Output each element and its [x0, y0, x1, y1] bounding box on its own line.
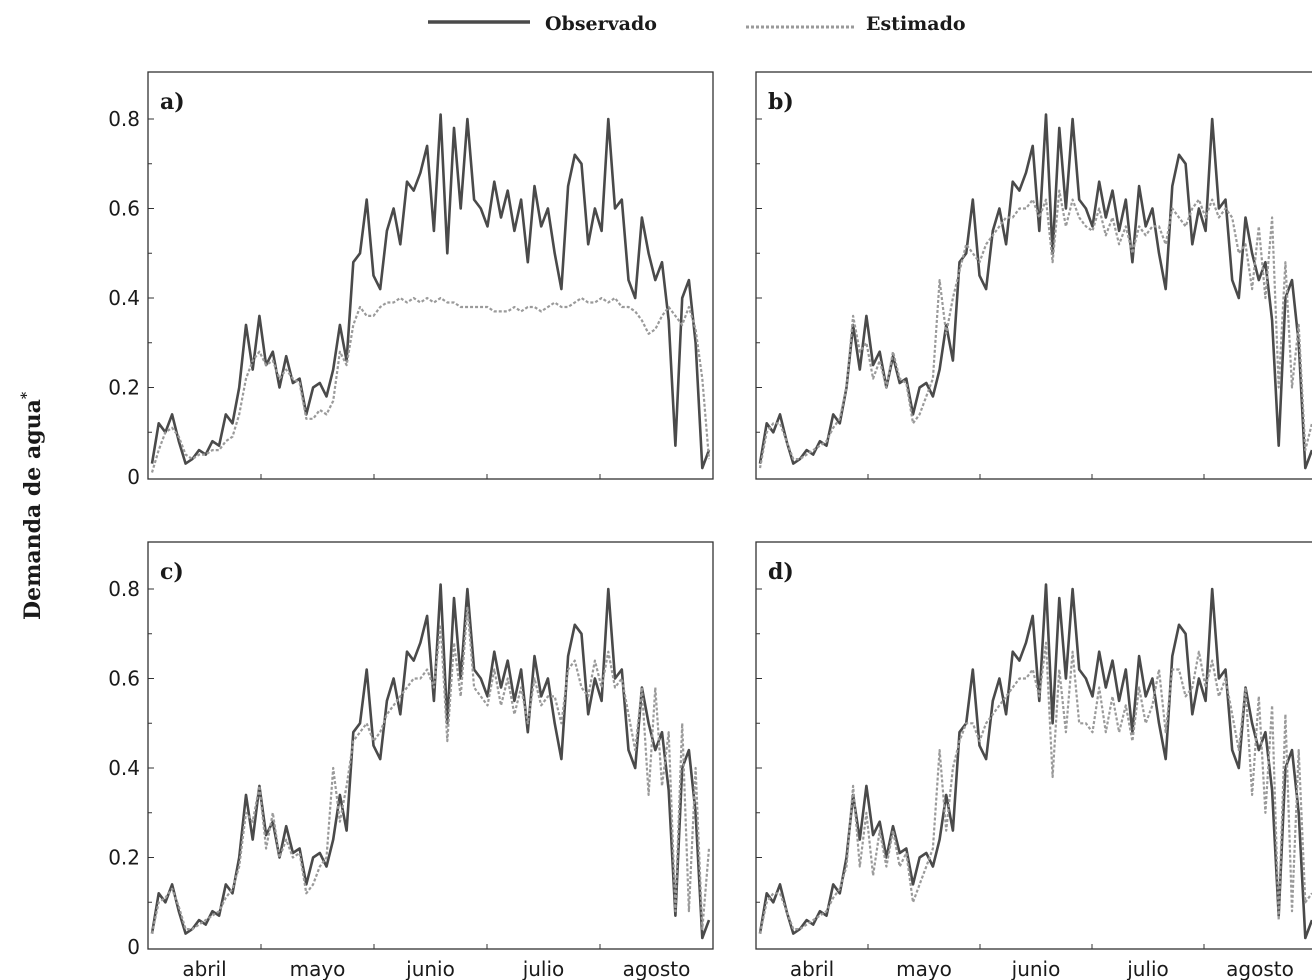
x-tick-label: mayo — [290, 957, 346, 980]
y-tick-label: 0.8 — [108, 107, 140, 131]
panel-frame — [755, 71, 1312, 480]
series-estimated-line — [758, 641, 1312, 934]
x-tick-label: junio — [405, 957, 455, 980]
legend-estimated-label: Estimado — [866, 13, 966, 35]
y-axis-label-superscript: * — [19, 391, 35, 399]
panel-d: abril mayo junio julio agosto d) — [755, 541, 1312, 980]
panel-label: c) — [160, 559, 184, 585]
x-tick-label: agosto — [623, 957, 691, 980]
panel-frame — [147, 541, 714, 950]
y-tick-label: 0.2 — [108, 376, 140, 400]
x-tick-label: abril — [182, 957, 226, 980]
panel-frame — [755, 541, 1312, 950]
y-axis-label: Demanda de agua* — [19, 391, 46, 620]
legend: Observado Estimado — [428, 13, 966, 35]
series-estimated-line — [150, 605, 711, 934]
y-tick-label: 0.4 — [108, 286, 140, 310]
panel-label: d) — [768, 559, 794, 585]
x-tick-label: mayo — [896, 957, 952, 980]
series-observed-line — [758, 583, 1312, 940]
y-axis-label-text: Demanda de agua — [20, 399, 46, 620]
y-tick-label: 0.6 — [108, 667, 140, 691]
y-tick-label: 0 — [127, 935, 140, 959]
panel-b: b) — [755, 71, 1312, 480]
y-tick-label: 0 — [127, 465, 140, 489]
legend-observed-label: Observado — [545, 13, 657, 35]
series-estimated-line — [758, 189, 1312, 469]
x-tick-label: julio — [1126, 957, 1169, 980]
y-tick-label: 0.6 — [108, 197, 140, 221]
panel-label: b) — [768, 89, 794, 115]
panel-c: 0 0.2 0.4 0.6 0.8 abril mayo junio julio agosto c) — [108, 541, 714, 980]
series-observed-line — [150, 583, 711, 940]
x-tick-label: abril — [790, 957, 834, 980]
series-observed-line — [150, 113, 711, 470]
series-observed-line — [758, 113, 1312, 470]
y-tick-label: 0.2 — [108, 846, 140, 870]
series-estimated-line — [150, 296, 711, 473]
y-tick-label: 0.4 — [108, 756, 140, 780]
panel-label: a) — [160, 89, 185, 115]
x-tick-label: junio — [1011, 957, 1061, 980]
panel-a: 0 0.2 0.4 0.6 0.8 a) — [108, 71, 714, 489]
y-tick-label: 0.8 — [108, 577, 140, 601]
x-tick-label: julio — [522, 957, 565, 980]
panels: 0 0.2 0.4 0.6 0.8 a) b) 0 0.2 0.4 0.6 0.8 abril mayo j… — [108, 71, 1312, 980]
x-tick-label: agosto — [1226, 957, 1294, 980]
panel-frame — [147, 71, 714, 480]
